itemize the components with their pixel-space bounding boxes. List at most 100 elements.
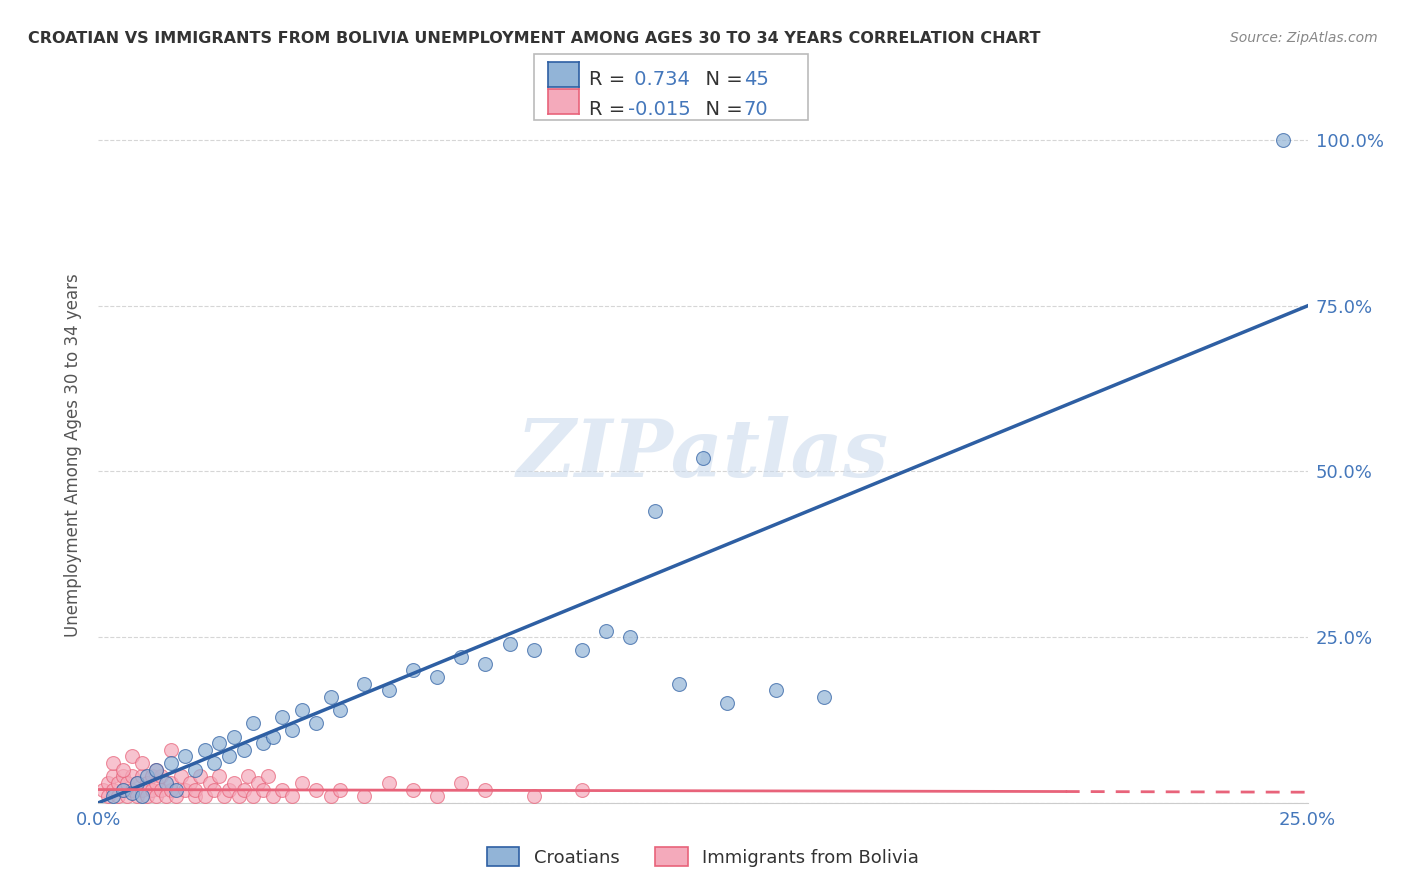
Point: [131, 782, 153, 797]
Y-axis label: Unemployment Among Ages 30 to 34 years: Unemployment Among Ages 30 to 34 years: [65, 273, 83, 637]
Text: R =: R =: [589, 70, 631, 88]
Point: [238, 769, 260, 783]
Point: [188, 769, 211, 783]
Point: [174, 749, 197, 764]
Point: [571, 643, 593, 657]
Point: [523, 643, 546, 657]
Point: [402, 782, 425, 797]
Legend: Croatians, Immigrants from Bolivia: Croatians, Immigrants from Bolivia: [479, 840, 927, 874]
Point: [256, 769, 278, 783]
Point: [111, 763, 134, 777]
Point: [222, 776, 245, 790]
Point: [329, 782, 352, 797]
Point: [184, 782, 207, 797]
Point: [165, 782, 187, 797]
Point: [160, 776, 183, 790]
Point: [101, 782, 124, 797]
Text: N =: N =: [693, 70, 749, 88]
Point: [474, 782, 496, 797]
Text: ZIPatlas: ZIPatlas: [517, 417, 889, 493]
Text: N =: N =: [693, 100, 749, 119]
Point: [450, 650, 472, 665]
Point: [204, 782, 226, 797]
Point: [402, 663, 425, 677]
Point: [184, 763, 207, 777]
Point: [135, 776, 157, 790]
Point: [252, 736, 274, 750]
Point: [127, 776, 149, 790]
Point: [107, 776, 129, 790]
Point: [121, 749, 143, 764]
Point: [111, 769, 134, 783]
Point: [150, 769, 173, 783]
Point: [131, 769, 153, 783]
Point: [232, 782, 254, 797]
Point: [242, 789, 264, 804]
Point: [218, 782, 240, 797]
Text: 45: 45: [744, 70, 769, 88]
Point: [281, 789, 304, 804]
Point: [101, 789, 124, 804]
Point: [145, 776, 167, 790]
Point: [208, 736, 231, 750]
Point: [281, 723, 304, 737]
Point: [194, 743, 217, 757]
Point: [426, 670, 449, 684]
Point: [262, 789, 284, 804]
Point: [222, 730, 245, 744]
Point: [155, 789, 177, 804]
Point: [474, 657, 496, 671]
Point: [141, 782, 163, 797]
Text: 0.734: 0.734: [628, 70, 690, 88]
Point: [377, 683, 399, 698]
Point: [305, 782, 328, 797]
Point: [329, 703, 352, 717]
Point: [247, 776, 270, 790]
Point: [135, 789, 157, 804]
Point: [450, 776, 472, 790]
Point: [179, 776, 201, 790]
Point: [165, 789, 187, 804]
Point: [127, 776, 149, 790]
Point: [523, 789, 546, 804]
Text: -0.015: -0.015: [628, 100, 692, 119]
Point: [91, 782, 114, 797]
Point: [117, 789, 139, 804]
Point: [101, 769, 124, 783]
Point: [97, 776, 120, 790]
Point: [498, 637, 520, 651]
Point: [97, 789, 120, 804]
Point: [150, 782, 173, 797]
Point: [271, 782, 294, 797]
Point: [160, 743, 183, 757]
Point: [619, 630, 641, 644]
Text: Source: ZipAtlas.com: Source: ZipAtlas.com: [1230, 31, 1378, 45]
Point: [305, 716, 328, 731]
Point: [111, 782, 134, 797]
Point: [155, 776, 177, 790]
Text: CROATIAN VS IMMIGRANTS FROM BOLIVIA UNEMPLOYMENT AMONG AGES 30 TO 34 YEARS CORRE: CROATIAN VS IMMIGRANTS FROM BOLIVIA UNEM…: [28, 31, 1040, 46]
Point: [813, 690, 835, 704]
Point: [131, 789, 153, 804]
Point: [319, 690, 342, 704]
Point: [131, 756, 153, 770]
Point: [127, 789, 149, 804]
Point: [121, 786, 143, 800]
Point: [716, 697, 738, 711]
Point: [571, 782, 593, 797]
Point: [353, 676, 375, 690]
Point: [198, 776, 221, 790]
Point: [353, 789, 375, 804]
Text: R =: R =: [589, 100, 631, 119]
Point: [135, 769, 157, 783]
Point: [204, 756, 226, 770]
Point: [692, 451, 714, 466]
Point: [212, 789, 235, 804]
Point: [174, 782, 197, 797]
Point: [228, 789, 250, 804]
Point: [121, 769, 143, 783]
Point: [160, 782, 183, 797]
Point: [595, 624, 617, 638]
Point: [290, 703, 312, 717]
Point: [218, 749, 240, 764]
